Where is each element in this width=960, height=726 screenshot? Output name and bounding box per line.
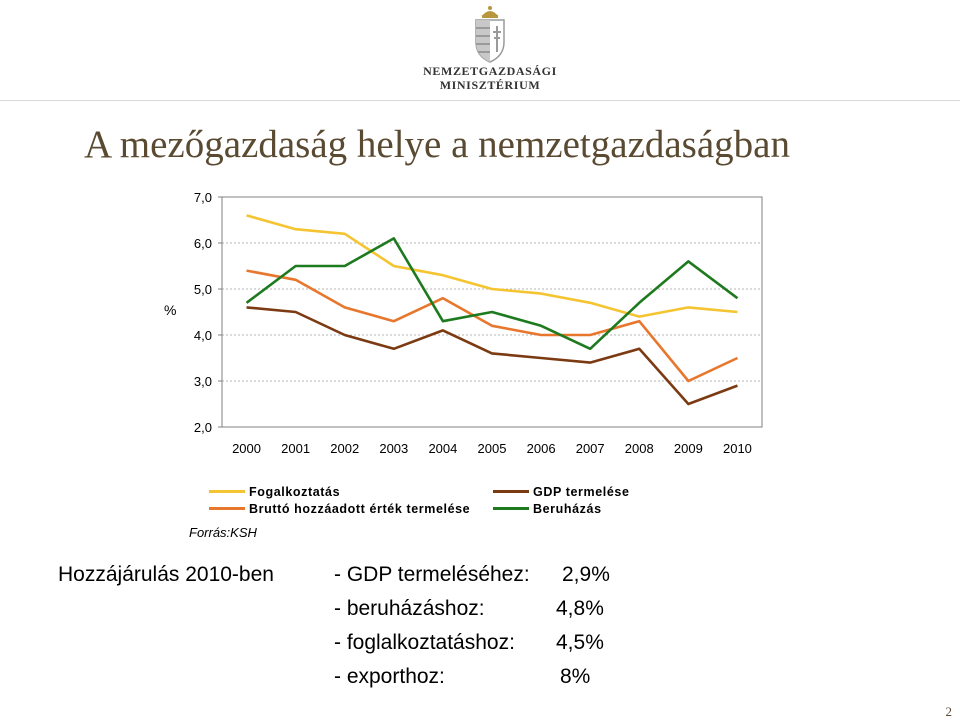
x-tick-label: 2009 — [674, 441, 703, 456]
page-title: A mezőgazdaság helye a nemzetgazdaságban — [84, 123, 790, 166]
x-tick-label: 2003 — [379, 441, 408, 456]
legend-swatch-gross-value-added — [209, 507, 245, 510]
x-tick-label: 2001 — [281, 441, 310, 456]
summary-item-gdp-value: 2,9% — [562, 563, 610, 586]
x-tick-label: 2002 — [330, 441, 359, 456]
logo-line1: NEMZETGAZDASÁGI — [423, 64, 557, 78]
header-divider — [0, 100, 960, 101]
y-tick-label: 5,0 — [194, 282, 212, 297]
page-number: 2 — [945, 704, 953, 719]
legend-right: GDP termelése Beruházás — [493, 483, 630, 517]
series-line — [246, 269, 739, 383]
x-tick-label: 2005 — [478, 441, 507, 456]
x-tick-label: 2007 — [576, 441, 605, 456]
summary-item-employment-label: - foglalkoztatáshoz: — [334, 631, 515, 654]
coat-of-arms-icon — [475, 6, 505, 63]
summary-item-employment-value: 4,5% — [556, 631, 604, 654]
summary-item-export-value: 8% — [560, 665, 591, 688]
y-tick-label: 7,0 — [194, 190, 212, 205]
source-note: Forrás:KSH — [189, 525, 257, 540]
ministry-logo: NEMZETGAZDASÁGI MINISZTÉRIUM — [420, 2, 560, 98]
summary-item-investment-value: 4,8% — [556, 597, 604, 620]
legend-item-investment: Beruházás — [493, 500, 630, 517]
line-chart: 7,0 6,0 5,0 4,0 3,0 2,0 2000 2001 2002 2003 2004 20… — [194, 190, 763, 456]
series-line — [245, 237, 739, 351]
legend-label-employment: Fogalkoztatás — [249, 484, 341, 499]
legend-swatch-gdp — [493, 490, 529, 493]
y-tick-label: 3,0 — [194, 374, 212, 389]
legend-item-gross-value-added: Bruttó hozzáadott érték termelése — [209, 500, 470, 517]
legend-label-gdp: GDP termelése — [533, 484, 630, 499]
plot-area-frame — [221, 196, 763, 428]
series-line — [246, 306, 738, 406]
x-tick-label: 2004 — [428, 441, 457, 456]
x-tick-label: 2010 — [723, 441, 752, 456]
y-tick-label: 2,0 — [194, 420, 212, 435]
legend-swatch-investment — [493, 507, 529, 510]
y-tick-label: 4,0 — [194, 328, 212, 343]
x-tick-label: 2000 — [232, 441, 261, 456]
summary-item-investment-label: - beruházáshoz: — [334, 597, 485, 620]
x-tick-label: 2006 — [527, 441, 556, 456]
series-line — [246, 214, 738, 318]
legend-label-gross-value-added: Bruttó hozzáadott érték termelése — [249, 501, 471, 516]
legend-swatch-employment — [209, 490, 245, 493]
legend-label-investment: Beruházás — [533, 501, 602, 516]
y-tick-label: 6,0 — [194, 236, 212, 251]
legend-item-gdp: GDP termelése — [493, 483, 630, 500]
summary-item-export-label: - exporthoz: — [334, 665, 445, 688]
summary-item-gdp-label: - GDP termeléséhez: — [334, 563, 530, 586]
x-tick-label: 2008 — [625, 441, 654, 456]
logo-line2: MINISZTÉRIUM — [439, 78, 541, 92]
legend-left: Fogalkoztatás Bruttó hozzáadott érték te… — [209, 483, 470, 517]
y-axis-label: % — [164, 302, 177, 318]
summary-heading: Hozzájárulás 2010-ben — [58, 563, 274, 586]
legend-item-employment: Fogalkoztatás — [209, 483, 470, 500]
